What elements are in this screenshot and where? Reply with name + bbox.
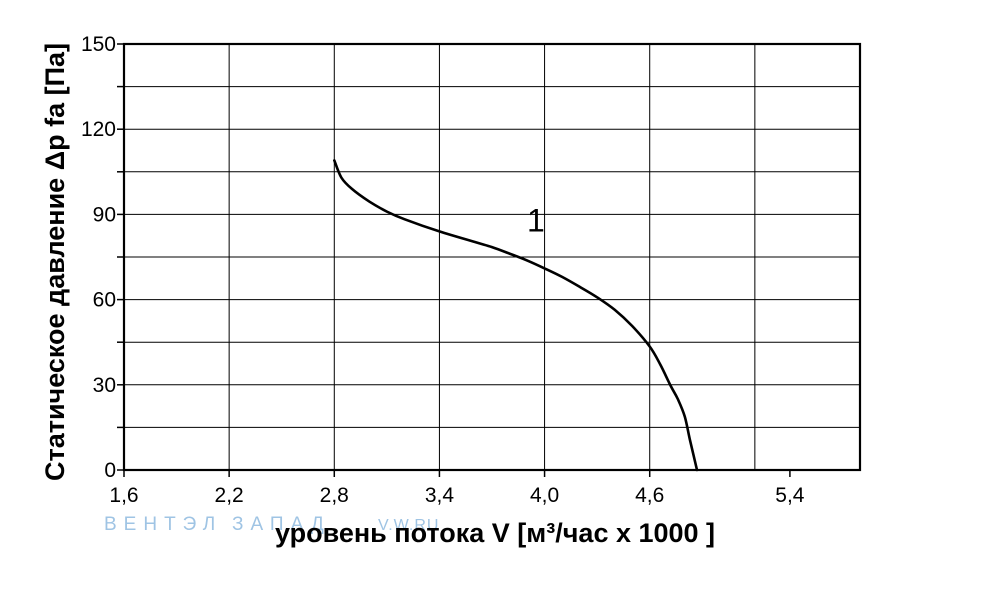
y-tick-label-3: 90 bbox=[93, 203, 116, 226]
chart-ticks bbox=[117, 43, 791, 477]
x-tick-label-2: 2,8 bbox=[320, 484, 349, 507]
curve-label-0: 1 bbox=[527, 202, 545, 238]
chart-grid bbox=[123, 43, 861, 471]
plot-frame bbox=[122, 42, 862, 472]
y-tick-label-5: 150 bbox=[81, 33, 116, 56]
watermark-text-a: ВЕНТЭЛ bbox=[104, 514, 222, 535]
y-tick-label-4: 120 bbox=[81, 118, 116, 141]
chart-labels: 0 30 60 90 120 150 1,6 2,2 2,8 3,4 4,0 4,6 5,4 1 bbox=[81, 33, 805, 507]
y-tick-label-2: 60 bbox=[93, 289, 116, 312]
chart-series bbox=[333, 159, 699, 472]
series-line-1 bbox=[333, 159, 699, 472]
x-tick-label-0: 1,6 bbox=[109, 484, 138, 507]
x-tick-label-3: 3,4 bbox=[425, 484, 455, 507]
watermark-text-b: ЗАПАД bbox=[232, 514, 331, 535]
watermark: ВЕНТЭЛ ЗАПАД V.W.RU bbox=[104, 514, 439, 535]
x-tick-label-1: 2,2 bbox=[215, 484, 244, 507]
y-tick-label-0: 0 bbox=[104, 459, 116, 482]
y-axis-title: Статическое давление Δp fa [Па] bbox=[40, 43, 70, 481]
y-tick-label-1: 30 bbox=[93, 374, 116, 397]
x-tick-label-6: 5,4 bbox=[775, 484, 805, 507]
x-tick-label-4: 4,0 bbox=[530, 484, 559, 507]
x-axis-title: уровень потока V [м³/час x 1000 ] bbox=[275, 518, 715, 548]
watermark-text-c: V.W.RU bbox=[378, 517, 439, 534]
x-tick-label-5: 4,6 bbox=[635, 484, 664, 507]
